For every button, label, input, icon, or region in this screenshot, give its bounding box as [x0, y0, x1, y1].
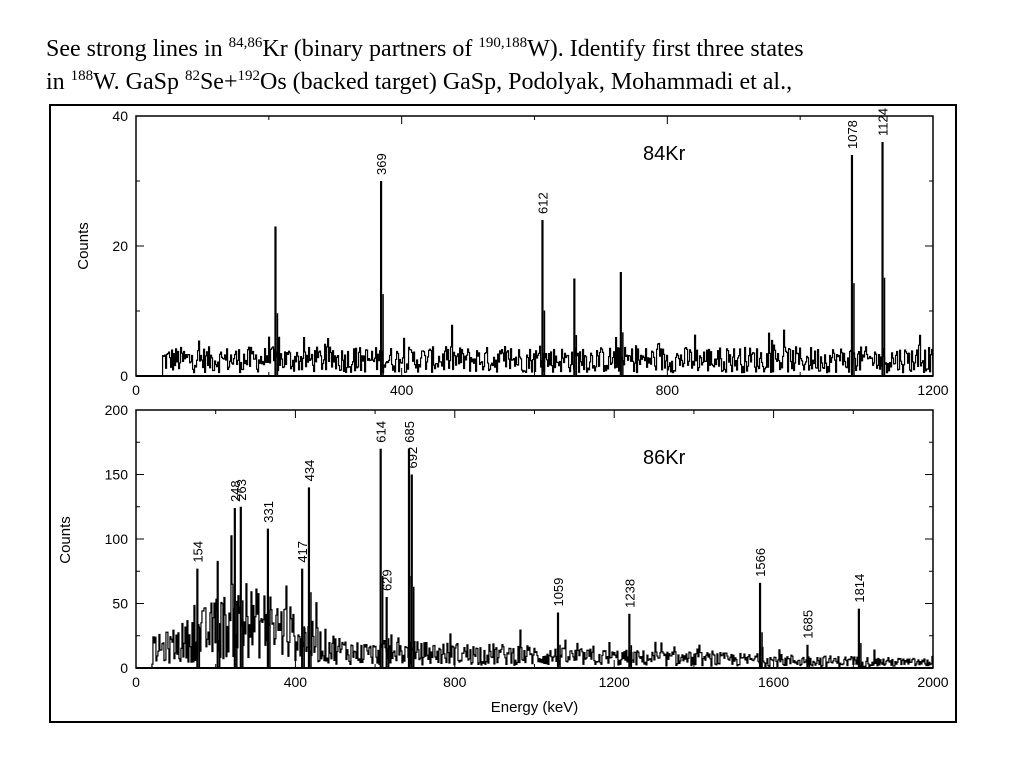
x-axis-label: Energy (keV) — [491, 699, 579, 716]
caption-text: See strong lines in — [46, 36, 229, 62]
peak-label: 248 — [228, 480, 243, 502]
caption-superscript: 188 — [70, 68, 94, 84]
peak-label: 1685 — [800, 610, 815, 639]
peak-label: 1059 — [551, 578, 566, 607]
x-tick-label: 1200 — [917, 382, 948, 398]
peak-label: 417 — [295, 541, 310, 563]
y-tick-label: 20 — [112, 238, 128, 254]
y-tick-label: 50 — [112, 596, 128, 612]
caption-text: Se+ — [199, 69, 238, 95]
peak-label: 434 — [302, 460, 317, 482]
x-tick-label: 2000 — [917, 674, 948, 690]
peak-label: 1124 — [876, 108, 891, 136]
peak-label: 692 — [405, 447, 420, 469]
spectrum-title: 86Kr — [643, 447, 686, 469]
spectrum-trace — [151, 535, 934, 669]
y-tick-label: 0 — [120, 660, 128, 676]
x-tick-label: 1200 — [599, 674, 630, 690]
caption-text: Kr (binary partners of — [262, 36, 479, 62]
x-tick-label: 800 — [443, 674, 467, 690]
caption-line-1: See strong lines in 84,86Kr (binary part… — [46, 34, 1006, 67]
plot-area-border — [135, 115, 934, 377]
caption-superscript: 84,86 — [228, 35, 263, 51]
peak-label: 1078 — [845, 120, 860, 149]
caption-superscript: 82 — [184, 68, 200, 84]
peak-label: 612 — [535, 192, 550, 214]
x-tick-label: 0 — [132, 382, 140, 398]
y-tick-label: 0 — [120, 368, 128, 384]
y-axis-label: Counts — [57, 516, 74, 564]
y-axis-label: Counts — [75, 222, 92, 270]
peak-label: 1814 — [852, 574, 867, 603]
peak-label: 1238 — [622, 579, 637, 608]
x-tick-label: 1600 — [758, 674, 789, 690]
x-tick-label: 400 — [390, 382, 414, 398]
peak-label: 1566 — [753, 548, 768, 577]
caption-text: Os (backed target) GaSp, Podolyak, Moham… — [260, 69, 793, 95]
x-tick-label: 800 — [656, 382, 680, 398]
peak-label: 614 — [374, 421, 389, 443]
spectrum-panel-1: 0 400 800 1200 0 20 40 Counts 84Kr 369 612 1078 1124 — [75, 108, 949, 398]
y-tick-label: 40 — [112, 108, 128, 124]
spectrum-trace — [161, 324, 934, 377]
slide-caption: See strong lines in 84,86Kr (binary part… — [46, 34, 1006, 100]
y-tick-label: 200 — [105, 402, 129, 418]
spectrum-panel-2: 0 400 800 1200 1600 2000 0 50 100 150 200 Counts Ene… — [57, 402, 949, 716]
peak-label: 154 — [190, 541, 205, 563]
y-tick-label: 100 — [105, 531, 129, 547]
peak-label: 685 — [402, 421, 417, 443]
y-tick-label: 150 — [105, 467, 129, 483]
caption-text: W. GaSp — [93, 69, 185, 95]
x-tick-label: 0 — [132, 674, 140, 690]
caption-superscript: 190,188 — [478, 35, 528, 51]
peak-label: 263 — [234, 479, 249, 501]
figure-frame — [49, 104, 957, 723]
peak-label: 369 — [374, 153, 389, 175]
x-tick-label: 400 — [284, 674, 308, 690]
caption-line-2: in 188W. GaSp 82Se+192Os (backed target)… — [46, 67, 1006, 100]
spectrum-title: 84Kr — [643, 143, 686, 165]
caption-text: W). Identify first three states — [527, 36, 804, 62]
peak-label: 629 — [380, 569, 395, 591]
peak-label: 331 — [261, 501, 276, 523]
caption-superscript: 192 — [237, 68, 261, 84]
caption-text: in — [46, 69, 71, 95]
